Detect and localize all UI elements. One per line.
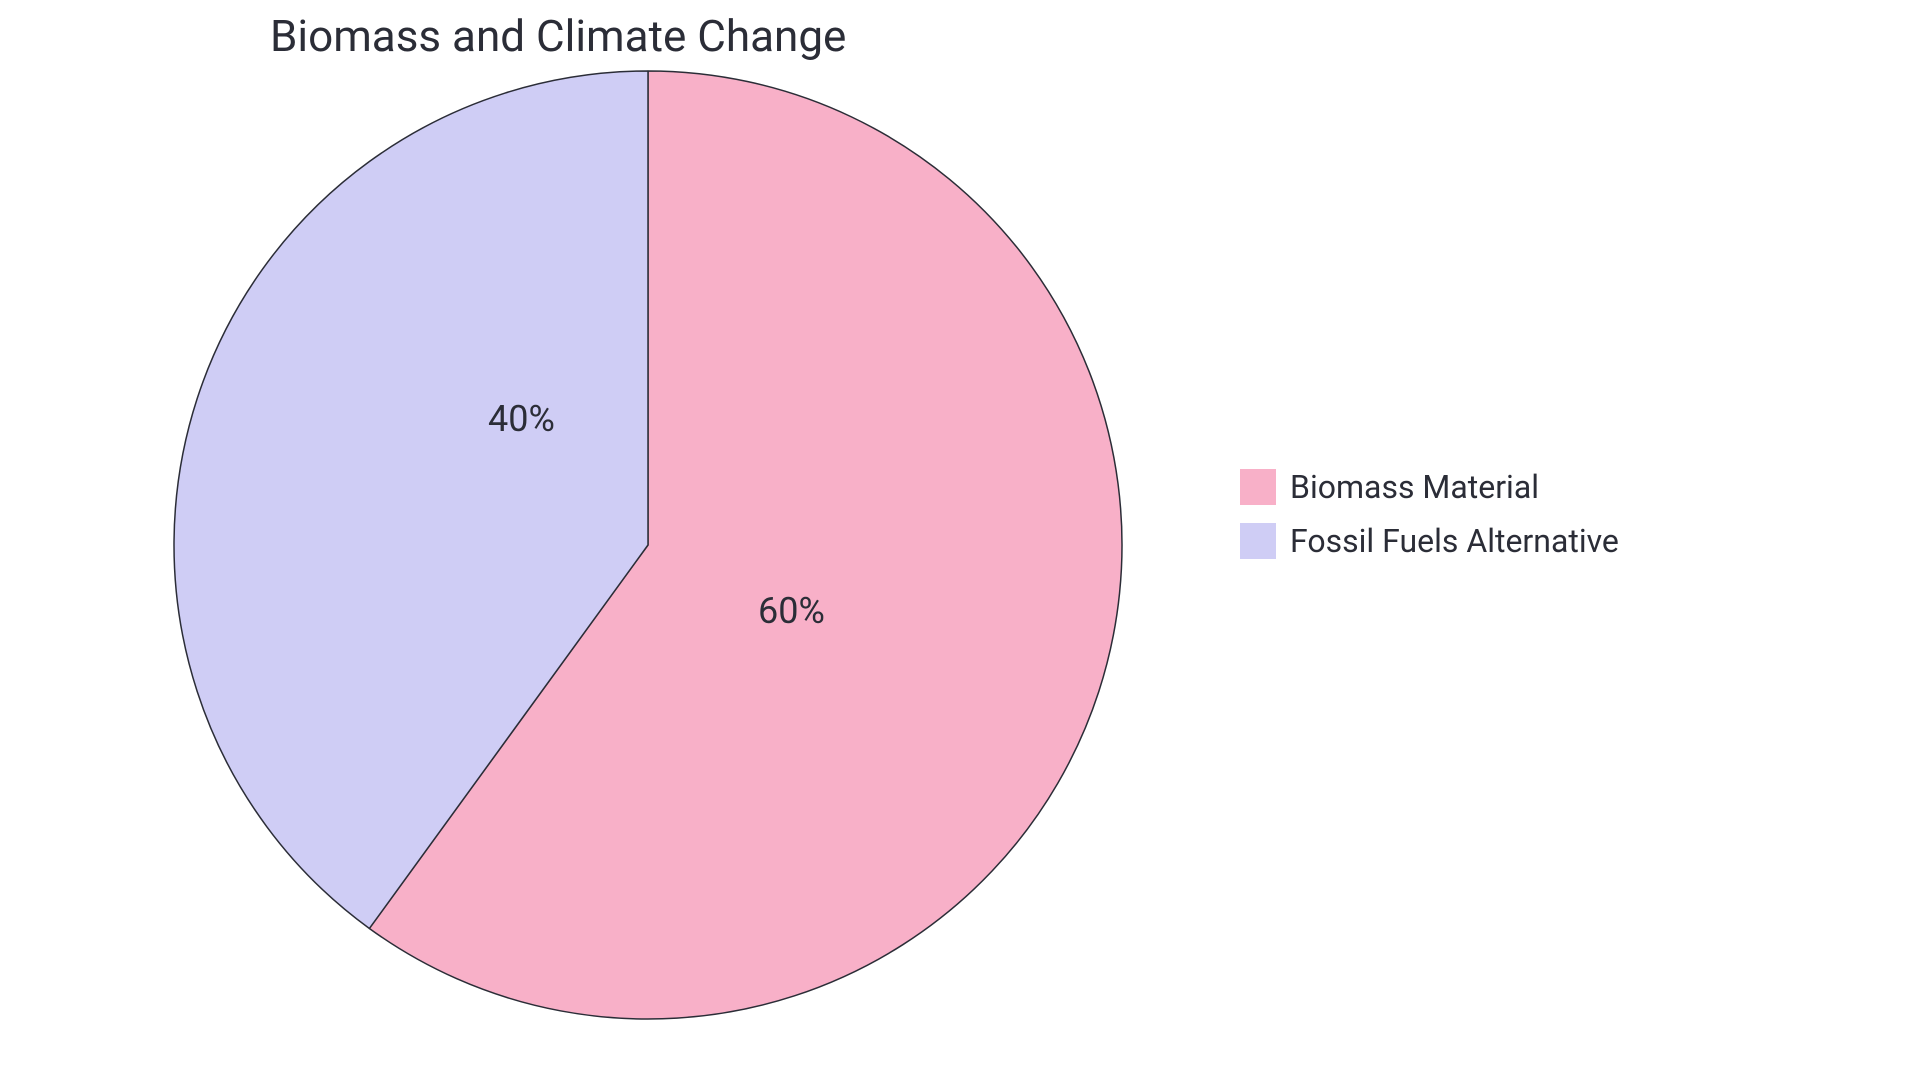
chart-legend: Biomass Material Fossil Fuels Alternative bbox=[1240, 468, 1619, 560]
legend-swatch-1 bbox=[1240, 523, 1276, 559]
legend-label-1: Fossil Fuels Alternative bbox=[1290, 522, 1619, 560]
pie-chart bbox=[0, 0, 1920, 1080]
pie-slice-label-1: 40% bbox=[488, 398, 555, 440]
legend-item-1: Fossil Fuels Alternative bbox=[1240, 522, 1619, 560]
legend-label-0: Biomass Material bbox=[1290, 468, 1539, 506]
pie-chart-container: Biomass and Climate Change 60%40% Biomas… bbox=[0, 0, 1920, 1080]
legend-swatch-0 bbox=[1240, 469, 1276, 505]
pie-slice-label-0: 60% bbox=[758, 590, 825, 632]
legend-item-0: Biomass Material bbox=[1240, 468, 1619, 506]
